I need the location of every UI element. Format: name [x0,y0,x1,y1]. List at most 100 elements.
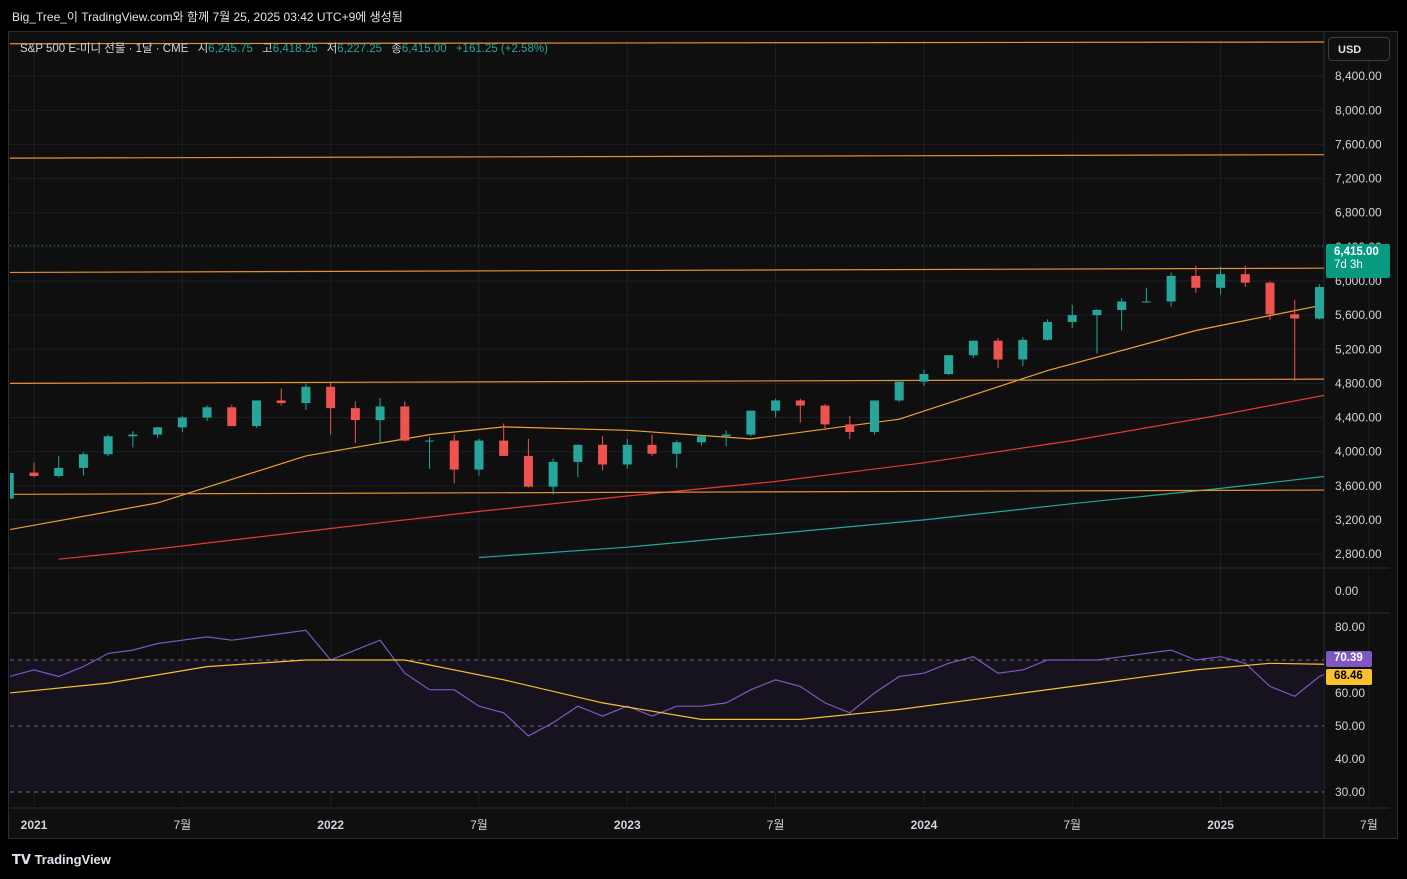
price-axis-label: 4,800.00 [1335,376,1382,390]
candle-body [1141,301,1151,303]
rsi-axis-label: 60.00 [1335,686,1365,700]
horizontal-level-line [10,378,1324,384]
candle-body [227,407,237,427]
candle-body [29,472,39,476]
candle-body [177,417,187,428]
candle-body [103,436,113,455]
candle-body [499,440,509,456]
symbol-legend: S&P 500 E-미니 선물 · 1달 · CME 시6,245.75 고6,… [20,40,548,56]
candle-body [647,444,657,454]
candle-body [869,400,879,433]
candle-body [696,436,706,443]
time-axis-label: 2023 [614,818,641,832]
candle-body [919,374,929,382]
candle-body [326,386,336,409]
rsi-axis-label: 50.00 [1335,719,1365,733]
volume-axis-label: 0.00 [1335,584,1359,598]
candle-body [1240,274,1250,283]
candle-body [301,386,311,404]
candle-body [598,444,608,465]
price-axis-label: 4,400.00 [1335,411,1382,425]
time-axis-label: 7월 [1063,818,1081,832]
time-axis-label: 2025 [1207,818,1234,832]
candle-body [1191,275,1201,288]
candle-body [721,434,731,437]
ma-short-line [10,304,1324,531]
rsi-value-tag: 70.39 [1326,651,1372,667]
price-axis-label: 2,800.00 [1335,547,1382,561]
rsi-ma-value-tag: 68.46 [1326,669,1372,685]
time-axis-label: 2024 [911,818,938,832]
price-axis-label: 7,200.00 [1335,172,1382,186]
time-axis-label: 7월 [1360,818,1378,832]
candle-body [202,407,212,418]
legend-high-label: 고 [262,43,273,55]
candle-body [820,405,830,425]
candle-body [1043,321,1053,340]
chart-caption: Big_Tree_이 TradingView.com와 함께 7월 25, 20… [12,10,403,24]
candle-body [993,340,1003,360]
legend-close-label: 종 [391,43,402,55]
candle-body [1092,309,1102,316]
candle-body [449,440,459,470]
candle-body [944,355,954,375]
horizontal-level-line [10,489,1324,495]
candle-body [771,400,781,411]
last-price-value: 6,415.00 [1334,246,1379,258]
time-axis-label: 7월 [767,818,785,832]
candle-body [573,444,583,462]
candle-body [1067,315,1077,322]
candle-body [425,440,435,442]
candle-body [1290,314,1300,319]
candle-body [1314,286,1324,319]
footer: 𝗧𝗩 TradingView [0,840,1407,879]
legend-open-label: 시 [197,43,209,55]
price-axis-label: 3,200.00 [1335,513,1382,527]
candle-body [375,406,385,421]
candle-body [795,400,805,406]
price-axis-label: 8,000.00 [1335,103,1382,117]
currency-button[interactable]: USD [1328,37,1390,61]
rsi-axis-label: 80.00 [1335,620,1365,634]
tradingview-logo[interactable]: 𝗧𝗩 TradingView [12,852,111,868]
time-axis-label: 7월 [470,818,488,832]
candle-body [622,444,632,465]
legend-close: 6,415.00 [401,43,447,55]
candle-body [968,340,978,356]
rsi-axis-label: 30.00 [1335,785,1365,799]
candle-body [54,467,64,476]
price-axis-label: 7,600.00 [1335,137,1382,151]
bar-countdown: 7d 3h [1334,259,1363,271]
tradingview-brand: TradingView [34,852,111,867]
horizontal-level-line [10,41,1324,45]
rsi-axis-label: 40.00 [1335,752,1365,766]
rsi-line [10,629,1324,737]
candle-body [128,434,138,437]
candle-body [251,400,261,427]
candle-body [845,424,855,433]
legend-change: +161.25 (+2.58%) [455,43,548,55]
candle-body [1166,275,1176,302]
candle-body [1265,282,1275,315]
ma-mid-line [58,394,1324,560]
price-axis-label: 6,800.00 [1335,206,1382,220]
last-price-tag: 6,415.00 7d 3h [1326,244,1390,278]
candle-body [10,472,14,499]
tradingview-logo-icon: 𝗧𝗩 [12,852,31,867]
top-bar: Big_Tree_이 TradingView.com와 함께 7월 25, 20… [0,0,1407,30]
time-axis-label: 7월 [173,818,191,832]
time-axis-label: 2021 [21,818,48,832]
legend-symbol[interactable]: S&P 500 E-미니 선물 · 1달 · CME [20,43,189,55]
candle-body [523,455,533,487]
candle-body [1216,274,1226,288]
price-axis-label: 5,600.00 [1335,308,1382,322]
candle-body [746,410,756,435]
price-axis-label: 8,400.00 [1335,69,1382,83]
candle-body [894,381,904,401]
candle-body [350,408,360,421]
price-axis-label: 4,000.00 [1335,445,1382,459]
price-axis-label: 5,200.00 [1335,342,1382,356]
candle-body [672,442,682,454]
legend-low-label: 저 [326,43,338,55]
